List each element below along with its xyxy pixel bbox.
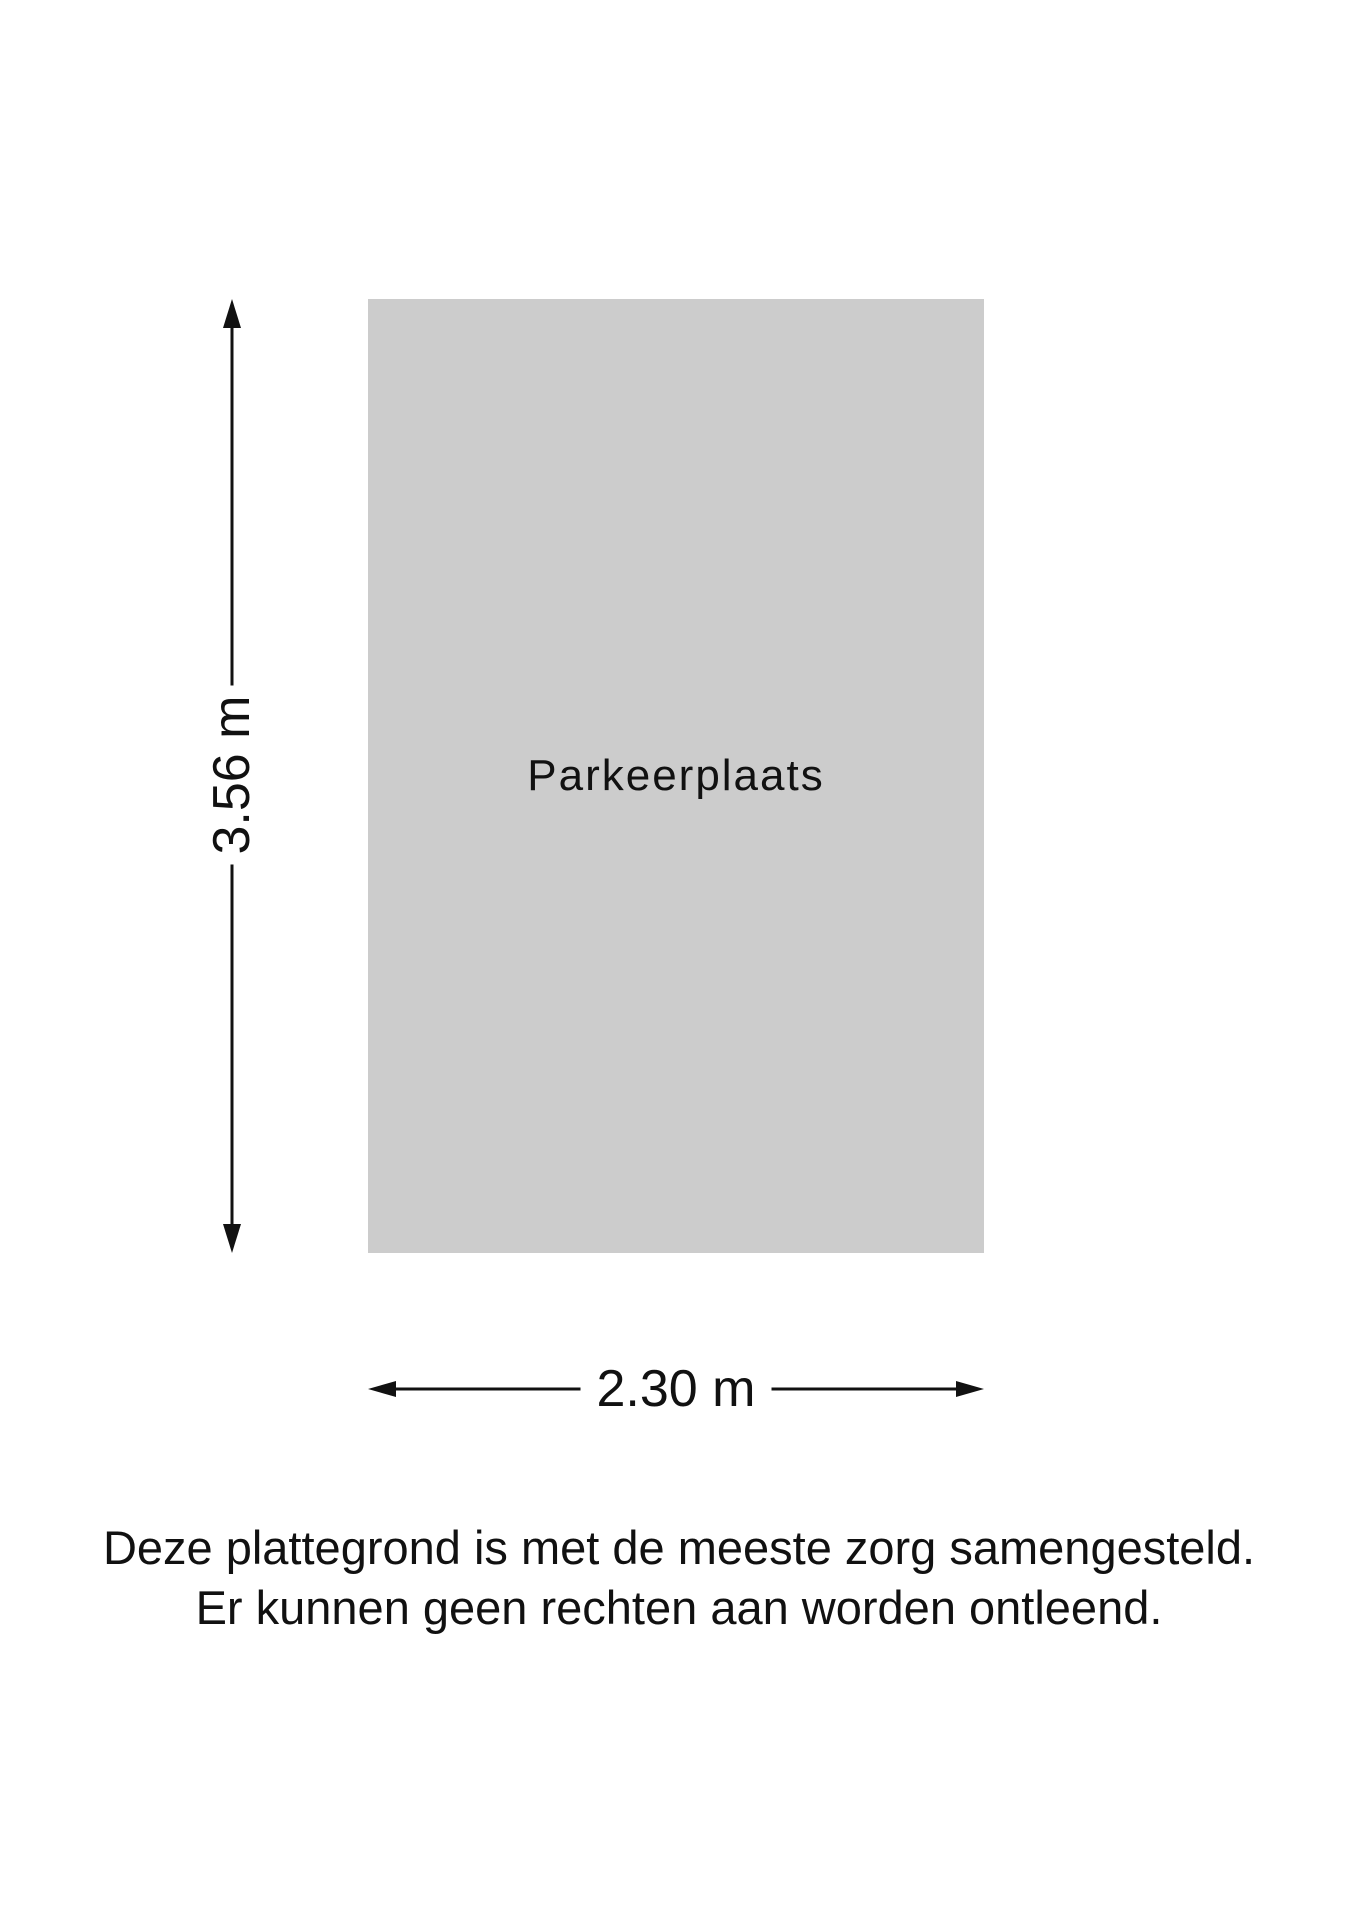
width-dimension-label: 2.30 m: [580, 1359, 772, 1419]
disclaimer: Deze plattegrond is met de meeste zorg s…: [0, 1518, 1358, 1638]
room-label: Parkeerplaats: [527, 751, 825, 800]
room-parkeerplaats: Parkeerplaats: [368, 299, 984, 1253]
disclaimer-line-2: Er kunnen geen rechten aan worden ontlee…: [195, 1581, 1163, 1634]
height-dimension-label: 3.56 m: [202, 685, 262, 865]
disclaimer-line-1: Deze plattegrond is met de meeste zorg s…: [102, 1521, 1256, 1574]
